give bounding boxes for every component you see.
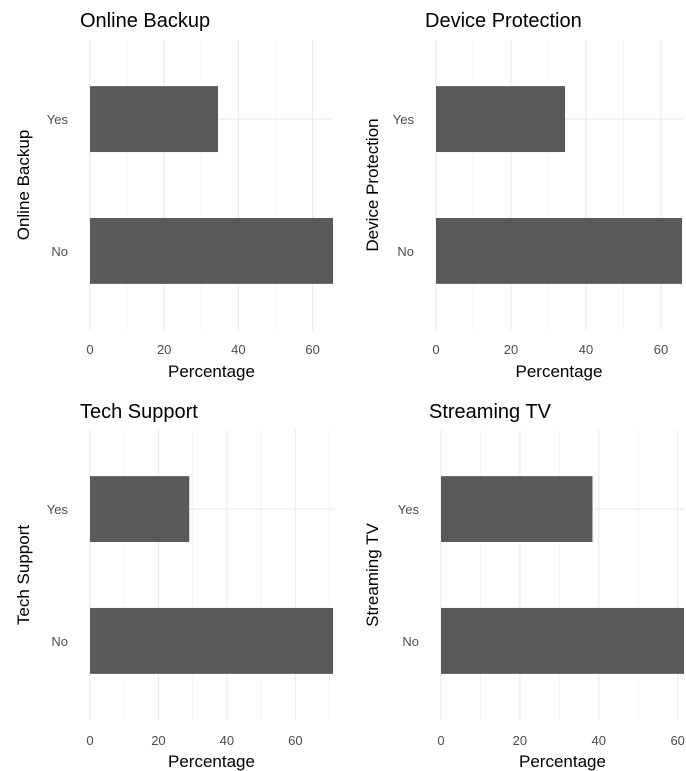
x-tick-label: 20 xyxy=(513,733,527,748)
chart-panel: No Yes 0 20 40 60 Online Backup Percentage Onlin… xyxy=(14,10,333,381)
x-tick-label: 40 xyxy=(592,733,606,748)
y-tick-label: Yes xyxy=(47,502,69,517)
y-tick-label: Yes xyxy=(47,112,69,127)
y-tick-label: No xyxy=(402,634,419,649)
bar-no xyxy=(90,607,333,674)
chart-panel: No Yes 0 20 40 60 Streaming TV Percentage Stream… xyxy=(363,401,685,771)
y-tick-label: Yes xyxy=(398,502,420,517)
x-tick-label: 20 xyxy=(157,342,171,357)
x-tick-label: 60 xyxy=(288,733,302,748)
y-tick-label: No xyxy=(51,634,68,649)
x-tick-label: 60 xyxy=(654,342,668,357)
bar-no xyxy=(436,217,682,284)
x-tick-label: 20 xyxy=(504,342,518,357)
x-axis-label: Percentage xyxy=(168,752,255,771)
x-tick-label: 0 xyxy=(437,733,444,748)
chart-panel: No Yes 0 20 40 60 Device Protection Percentage D… xyxy=(363,10,682,381)
x-axis-label: Percentage xyxy=(519,752,606,771)
x-tick-label: 60 xyxy=(305,342,319,357)
x-tick-label: 0 xyxy=(86,733,93,748)
chart-title: Device Protection xyxy=(425,10,582,32)
y-axis-label: Streaming TV xyxy=(363,523,382,627)
bar-yes xyxy=(441,476,593,543)
x-axis-label: Percentage xyxy=(168,362,255,381)
x-tick-label: 0 xyxy=(86,342,93,357)
y-tick-label: Yes xyxy=(393,112,415,127)
x-tick-label: 40 xyxy=(231,342,245,357)
chart-title: Streaming TV xyxy=(429,401,552,423)
y-axis-label: Online Backup xyxy=(14,130,33,241)
chart-panel: No Yes 0 20 40 60 Tech Support Percentage Tech S… xyxy=(14,401,333,771)
x-axis-label: Percentage xyxy=(516,362,603,381)
chart-title: Online Backup xyxy=(80,10,210,32)
y-tick-label: No xyxy=(51,244,68,259)
chart-title: Tech Support xyxy=(80,401,198,423)
bar-no xyxy=(441,607,684,674)
y-tick-label: No xyxy=(397,244,414,259)
x-tick-label: 40 xyxy=(220,733,234,748)
x-tick-label: 60 xyxy=(670,733,684,748)
x-tick-label: 0 xyxy=(432,342,439,357)
y-axis-label: Tech Support xyxy=(14,525,33,625)
bar-yes xyxy=(90,476,190,543)
bar-no xyxy=(90,217,333,284)
x-tick-label: 40 xyxy=(579,342,593,357)
y-axis-label: Device Protection xyxy=(363,118,382,251)
bar-yes xyxy=(436,86,565,153)
bar-yes xyxy=(90,86,218,153)
x-tick-label: 20 xyxy=(151,733,165,748)
